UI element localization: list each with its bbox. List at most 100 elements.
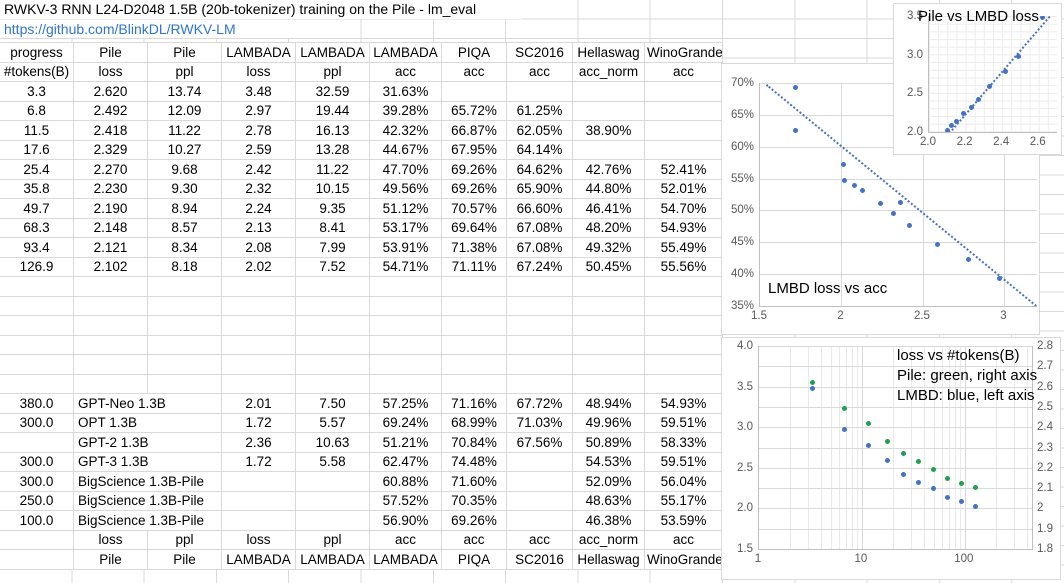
table-cell[interactable]: 8.41 xyxy=(296,218,370,238)
table-cell[interactable] xyxy=(507,472,573,492)
table-cell[interactable]: 54.71% xyxy=(370,257,442,277)
table-cell[interactable] xyxy=(573,335,645,355)
column-header[interactable]: loss xyxy=(74,530,148,550)
column-header[interactable]: loss xyxy=(74,62,148,82)
table-cell[interactable] xyxy=(573,355,645,375)
table-cell[interactable]: 69.64% xyxy=(442,218,507,238)
table-cell[interactable]: 7.99 xyxy=(296,238,370,258)
table-cell[interactable] xyxy=(442,316,507,336)
table-cell[interactable]: 2.148 xyxy=(74,218,148,238)
table-cell[interactable]: 74.48% xyxy=(442,452,507,472)
table-cell[interactable]: 50.89% xyxy=(573,433,645,453)
table-cell[interactable]: 2.102 xyxy=(74,257,148,277)
column-header[interactable]: loss xyxy=(222,62,296,82)
table-cell[interactable]: 9.68 xyxy=(148,160,222,180)
column-header[interactable]: acc_norm xyxy=(573,62,645,82)
table-cell[interactable]: BigScience 1.3B-Pile xyxy=(74,491,222,511)
table-cell[interactable]: 2.36 xyxy=(222,433,296,453)
table-cell[interactable]: 11.5 xyxy=(0,121,74,141)
column-header[interactable]: PIQA xyxy=(442,550,507,570)
column-header[interactable]: WinoGrande xyxy=(645,43,723,63)
table-cell[interactable]: 68.99% xyxy=(442,413,507,433)
table-cell[interactable]: 60.88% xyxy=(370,472,442,492)
table-cell[interactable] xyxy=(507,355,573,375)
table-cell[interactable] xyxy=(507,335,573,355)
table-cell[interactable]: 2.121 xyxy=(74,238,148,258)
table-cell[interactable]: 59.51% xyxy=(645,452,723,472)
table-cell[interactable]: 11.22 xyxy=(296,160,370,180)
table-cell[interactable]: 17.6 xyxy=(0,140,74,160)
table-cell[interactable]: 69.26% xyxy=(442,179,507,199)
table-cell[interactable]: 56.04% xyxy=(645,472,723,492)
column-header[interactable]: LAMBADA xyxy=(296,550,370,570)
column-header[interactable]: LAMBADA xyxy=(222,550,296,570)
table-cell[interactable] xyxy=(0,277,74,297)
table-cell[interactable] xyxy=(74,277,148,297)
table-cell[interactable]: 300.0 xyxy=(0,413,74,433)
table-cell[interactable] xyxy=(507,374,573,394)
table-cell[interactable] xyxy=(573,296,645,316)
column-header[interactable]: acc xyxy=(370,530,442,550)
table-cell[interactable]: 2.97 xyxy=(222,101,296,121)
table-cell[interactable] xyxy=(645,82,723,102)
table-cell[interactable]: 53.59% xyxy=(645,511,723,531)
table-cell[interactable] xyxy=(370,277,442,297)
column-header[interactable]: acc xyxy=(442,62,507,82)
table-cell[interactable] xyxy=(0,296,74,316)
table-cell[interactable]: 2.230 xyxy=(74,179,148,199)
table-cell[interactable] xyxy=(296,472,370,492)
table-cell[interactable] xyxy=(507,491,573,511)
table-cell[interactable] xyxy=(222,335,296,355)
table-cell[interactable] xyxy=(296,335,370,355)
column-header[interactable]: acc xyxy=(442,530,507,550)
table-cell[interactable] xyxy=(573,316,645,336)
table-cell[interactable]: 70.57% xyxy=(442,199,507,219)
table-cell[interactable]: 2.190 xyxy=(74,199,148,219)
table-cell[interactable]: 2.01 xyxy=(222,394,296,414)
table-cell[interactable]: 9.35 xyxy=(296,199,370,219)
table-cell[interactable] xyxy=(222,491,296,511)
table-cell[interactable] xyxy=(296,374,370,394)
table-cell[interactable]: 55.56% xyxy=(645,257,723,277)
table-cell[interactable] xyxy=(370,355,442,375)
table-cell[interactable]: 42.76% xyxy=(573,160,645,180)
table-cell[interactable]: 46.38% xyxy=(573,511,645,531)
table-cell[interactable] xyxy=(370,296,442,316)
table-cell[interactable] xyxy=(442,335,507,355)
table-cell[interactable]: 57.52% xyxy=(370,491,442,511)
table-cell[interactable] xyxy=(0,335,74,355)
table-cell[interactable]: 67.08% xyxy=(507,218,573,238)
table-cell[interactable]: 70.84% xyxy=(442,433,507,453)
table-cell[interactable]: 53.17% xyxy=(370,218,442,238)
table-cell[interactable]: 57.25% xyxy=(370,394,442,414)
table-cell[interactable] xyxy=(442,296,507,316)
table-cell[interactable] xyxy=(507,452,573,472)
table-cell[interactable]: 13.28 xyxy=(296,140,370,160)
table-cell[interactable]: 31.63% xyxy=(370,82,442,102)
table-cell[interactable] xyxy=(573,277,645,297)
table-cell[interactable]: 52.01% xyxy=(645,179,723,199)
table-cell[interactable]: 8.94 xyxy=(148,199,222,219)
column-header[interactable]: SC2016 xyxy=(507,550,573,570)
table-cell[interactable]: 64.62% xyxy=(507,160,573,180)
table-cell[interactable]: 300.0 xyxy=(0,472,74,492)
table-cell[interactable] xyxy=(573,101,645,121)
table-cell[interactable]: 93.4 xyxy=(0,238,74,258)
column-header[interactable]: #tokens(B) xyxy=(0,62,74,82)
column-header[interactable]: acc_norm xyxy=(573,530,645,550)
table-cell[interactable]: 67.95% xyxy=(442,140,507,160)
table-cell[interactable]: 2.13 xyxy=(222,218,296,238)
table-cell[interactable]: 54.93% xyxy=(645,218,723,238)
table-cell[interactable]: 55.49% xyxy=(645,238,723,258)
column-header[interactable]: Hellaswag xyxy=(573,550,645,570)
table-cell[interactable] xyxy=(0,374,74,394)
table-cell[interactable]: 1.72 xyxy=(222,452,296,472)
table-cell[interactable]: 38.90% xyxy=(573,121,645,141)
column-header[interactable]: LAMBADA xyxy=(296,43,370,63)
table-cell[interactable]: 1.72 xyxy=(222,413,296,433)
table-cell[interactable] xyxy=(0,433,74,453)
table-cell[interactable]: 48.63% xyxy=(573,491,645,511)
table-cell[interactable] xyxy=(74,316,148,336)
column-header[interactable]: ppl xyxy=(296,62,370,82)
table-cell[interactable]: 3.48 xyxy=(222,82,296,102)
